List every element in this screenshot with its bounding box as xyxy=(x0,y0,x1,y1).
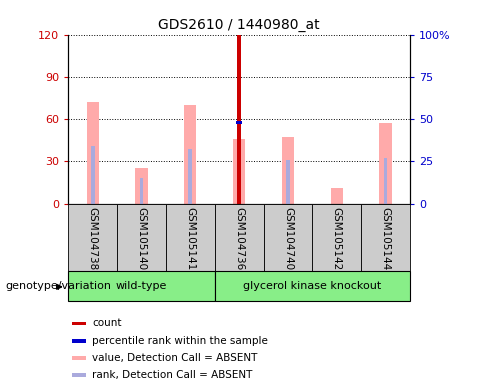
Text: GSM105144: GSM105144 xyxy=(381,207,390,270)
Text: GSM105142: GSM105142 xyxy=(332,207,342,270)
Text: GSM105141: GSM105141 xyxy=(185,207,195,270)
Bar xyxy=(380,123,391,204)
Bar xyxy=(87,102,99,204)
Bar xyxy=(264,204,312,271)
Bar xyxy=(166,204,215,271)
Bar xyxy=(330,188,343,204)
Text: value, Detection Call = ABSENT: value, Detection Call = ABSENT xyxy=(92,353,258,363)
Bar xyxy=(72,321,86,325)
Bar xyxy=(286,160,290,204)
Bar xyxy=(188,149,192,204)
Bar xyxy=(215,204,264,271)
Bar xyxy=(135,168,147,204)
Text: GSM104738: GSM104738 xyxy=(88,207,98,270)
Text: wild-type: wild-type xyxy=(116,281,167,291)
Bar xyxy=(68,271,215,301)
Bar xyxy=(140,178,143,204)
Bar xyxy=(117,204,166,271)
Text: count: count xyxy=(92,318,122,328)
Bar xyxy=(236,121,242,124)
Bar xyxy=(72,339,86,343)
Text: genotype/variation: genotype/variation xyxy=(5,281,111,291)
Bar xyxy=(237,35,241,204)
Text: glycerol kinase knockout: glycerol kinase knockout xyxy=(243,281,382,291)
Text: GSM104740: GSM104740 xyxy=(283,207,293,270)
Bar xyxy=(72,356,86,360)
Bar xyxy=(91,146,95,204)
Title: GDS2610 / 1440980_at: GDS2610 / 1440980_at xyxy=(158,18,320,32)
Text: GSM105140: GSM105140 xyxy=(137,207,146,270)
Bar xyxy=(72,373,86,377)
Bar xyxy=(184,105,196,204)
Bar xyxy=(215,271,410,301)
Bar xyxy=(361,204,410,271)
Text: GSM104736: GSM104736 xyxy=(234,207,244,270)
Bar xyxy=(312,204,361,271)
Text: percentile rank within the sample: percentile rank within the sample xyxy=(92,336,268,346)
Bar xyxy=(282,137,294,204)
Bar xyxy=(68,204,117,271)
Bar xyxy=(237,139,241,204)
Text: rank, Detection Call = ABSENT: rank, Detection Call = ABSENT xyxy=(92,370,252,380)
Bar xyxy=(233,139,245,204)
Bar xyxy=(384,159,387,204)
